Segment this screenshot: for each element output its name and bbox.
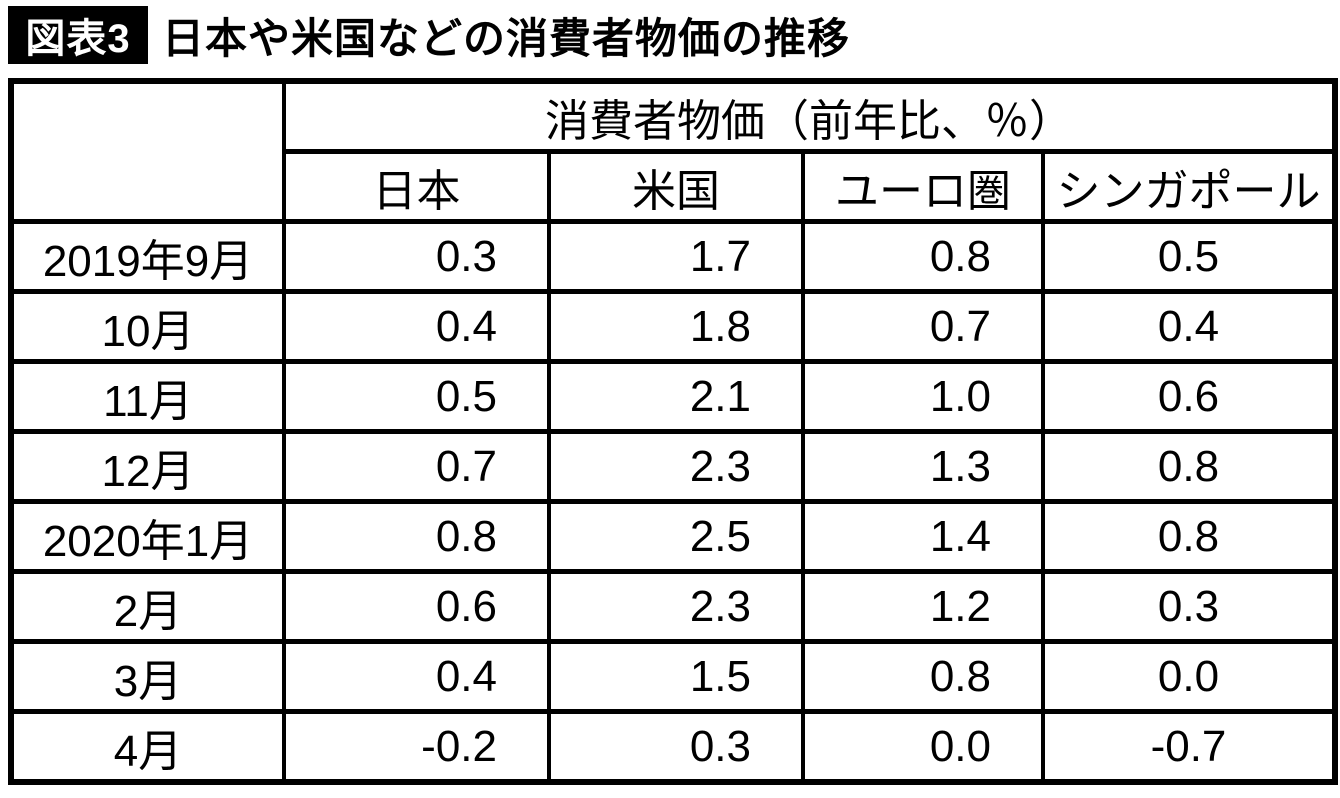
value-cell: 0.3	[282, 219, 551, 294]
value-cell: 0.8	[282, 499, 551, 574]
group-header-cell: 消費者物価（前年比、％）	[282, 78, 1337, 154]
value-cell: 0.3	[547, 709, 805, 785]
table-row: 2019年9月 0.3 1.7 0.8 0.5	[9, 219, 1337, 294]
figure-number-badge: 図表3	[8, 6, 148, 64]
value-cell: 0.8	[801, 219, 1045, 294]
table-body: 2019年9月 0.3 1.7 0.8 0.5 10月 0.4 1.8 0.7 0.4 11月 0.5…	[9, 219, 1337, 785]
value-cell: 1.4	[801, 499, 1045, 574]
table-row: 12月 0.7 2.3 1.3 0.8	[9, 429, 1337, 504]
value-cell: 0.4	[282, 289, 551, 364]
value-cell: 2.1	[547, 359, 805, 434]
value-cell: -0.2	[282, 709, 551, 785]
table-row: 2月 0.6 2.3 1.2 0.3	[9, 569, 1337, 644]
value-cell: 0.4	[1041, 289, 1337, 364]
row-label: 12月	[9, 429, 286, 504]
row-label: 11月	[9, 359, 286, 434]
column-header-eurozone: ユーロ圏	[801, 149, 1045, 224]
value-cell: 1.8	[547, 289, 805, 364]
column-header-japan: 日本	[282, 149, 551, 224]
table-row: 3月 0.4 1.5 0.8 0.0	[9, 639, 1337, 714]
value-cell: 0.3	[1041, 569, 1337, 644]
row-label: 3月	[9, 639, 286, 714]
value-cell: 0.8	[801, 639, 1045, 714]
value-cell: 0.7	[801, 289, 1045, 364]
row-label: 2020年1月	[9, 499, 286, 574]
column-header-row: 日本 米国 ユーロ圏 シンガポール	[11, 149, 1337, 224]
group-header-row: 消費者物価（前年比、％）	[9, 78, 1337, 224]
value-cell: 0.4	[282, 639, 551, 714]
value-cell: 0.8	[1041, 499, 1337, 574]
value-cell: 2.3	[547, 569, 805, 644]
value-cell: 1.2	[801, 569, 1045, 644]
cpi-table: 消費者物価（前年比、％） 日本 米国 ユーロ圏 シンガポール 2019年9月 0.…	[8, 78, 1338, 785]
corner-empty-cell	[9, 78, 286, 224]
value-cell: 1.5	[547, 639, 805, 714]
value-cell: 2.3	[547, 429, 805, 504]
value-cell: -0.7	[1041, 709, 1337, 785]
value-cell: 0.8	[1041, 429, 1337, 504]
row-label: 2月	[9, 569, 286, 644]
table-row: 11月 0.5 2.1 1.0 0.6	[9, 359, 1337, 434]
table-header: 消費者物価（前年比、％） 日本 米国 ユーロ圏 シンガポール	[9, 78, 1337, 224]
value-cell: 0.7	[282, 429, 551, 504]
value-cell: 0.6	[282, 569, 551, 644]
table-row: 2020年1月 0.8 2.5 1.4 0.8	[9, 499, 1337, 574]
value-cell: 1.7	[547, 219, 805, 294]
table-row: 10月 0.4 1.8 0.7 0.4	[9, 289, 1337, 364]
table-row: 4月 -0.2 0.3 0.0 -0.7	[9, 709, 1337, 785]
value-cell: 2.5	[547, 499, 805, 574]
value-cell: 1.0	[801, 359, 1045, 434]
row-label: 10月	[9, 289, 286, 364]
row-label: 4月	[9, 709, 286, 785]
figure-title-text: 日本や米国などの消費者物価の推移	[162, 14, 851, 62]
row-label: 2019年9月	[9, 219, 286, 294]
figure-title: 図表3 日本や米国などの消費者物価の推移	[8, 6, 850, 64]
value-cell: 0.0	[801, 709, 1045, 785]
value-cell: 0.0	[1041, 639, 1337, 714]
column-header-singapore: シンガポール	[1041, 149, 1337, 224]
value-cell: 1.3	[801, 429, 1045, 504]
value-cell: 0.5	[282, 359, 551, 434]
value-cell: 0.6	[1041, 359, 1337, 434]
value-cell: 0.5	[1041, 219, 1337, 294]
column-header-us: 米国	[547, 149, 805, 224]
